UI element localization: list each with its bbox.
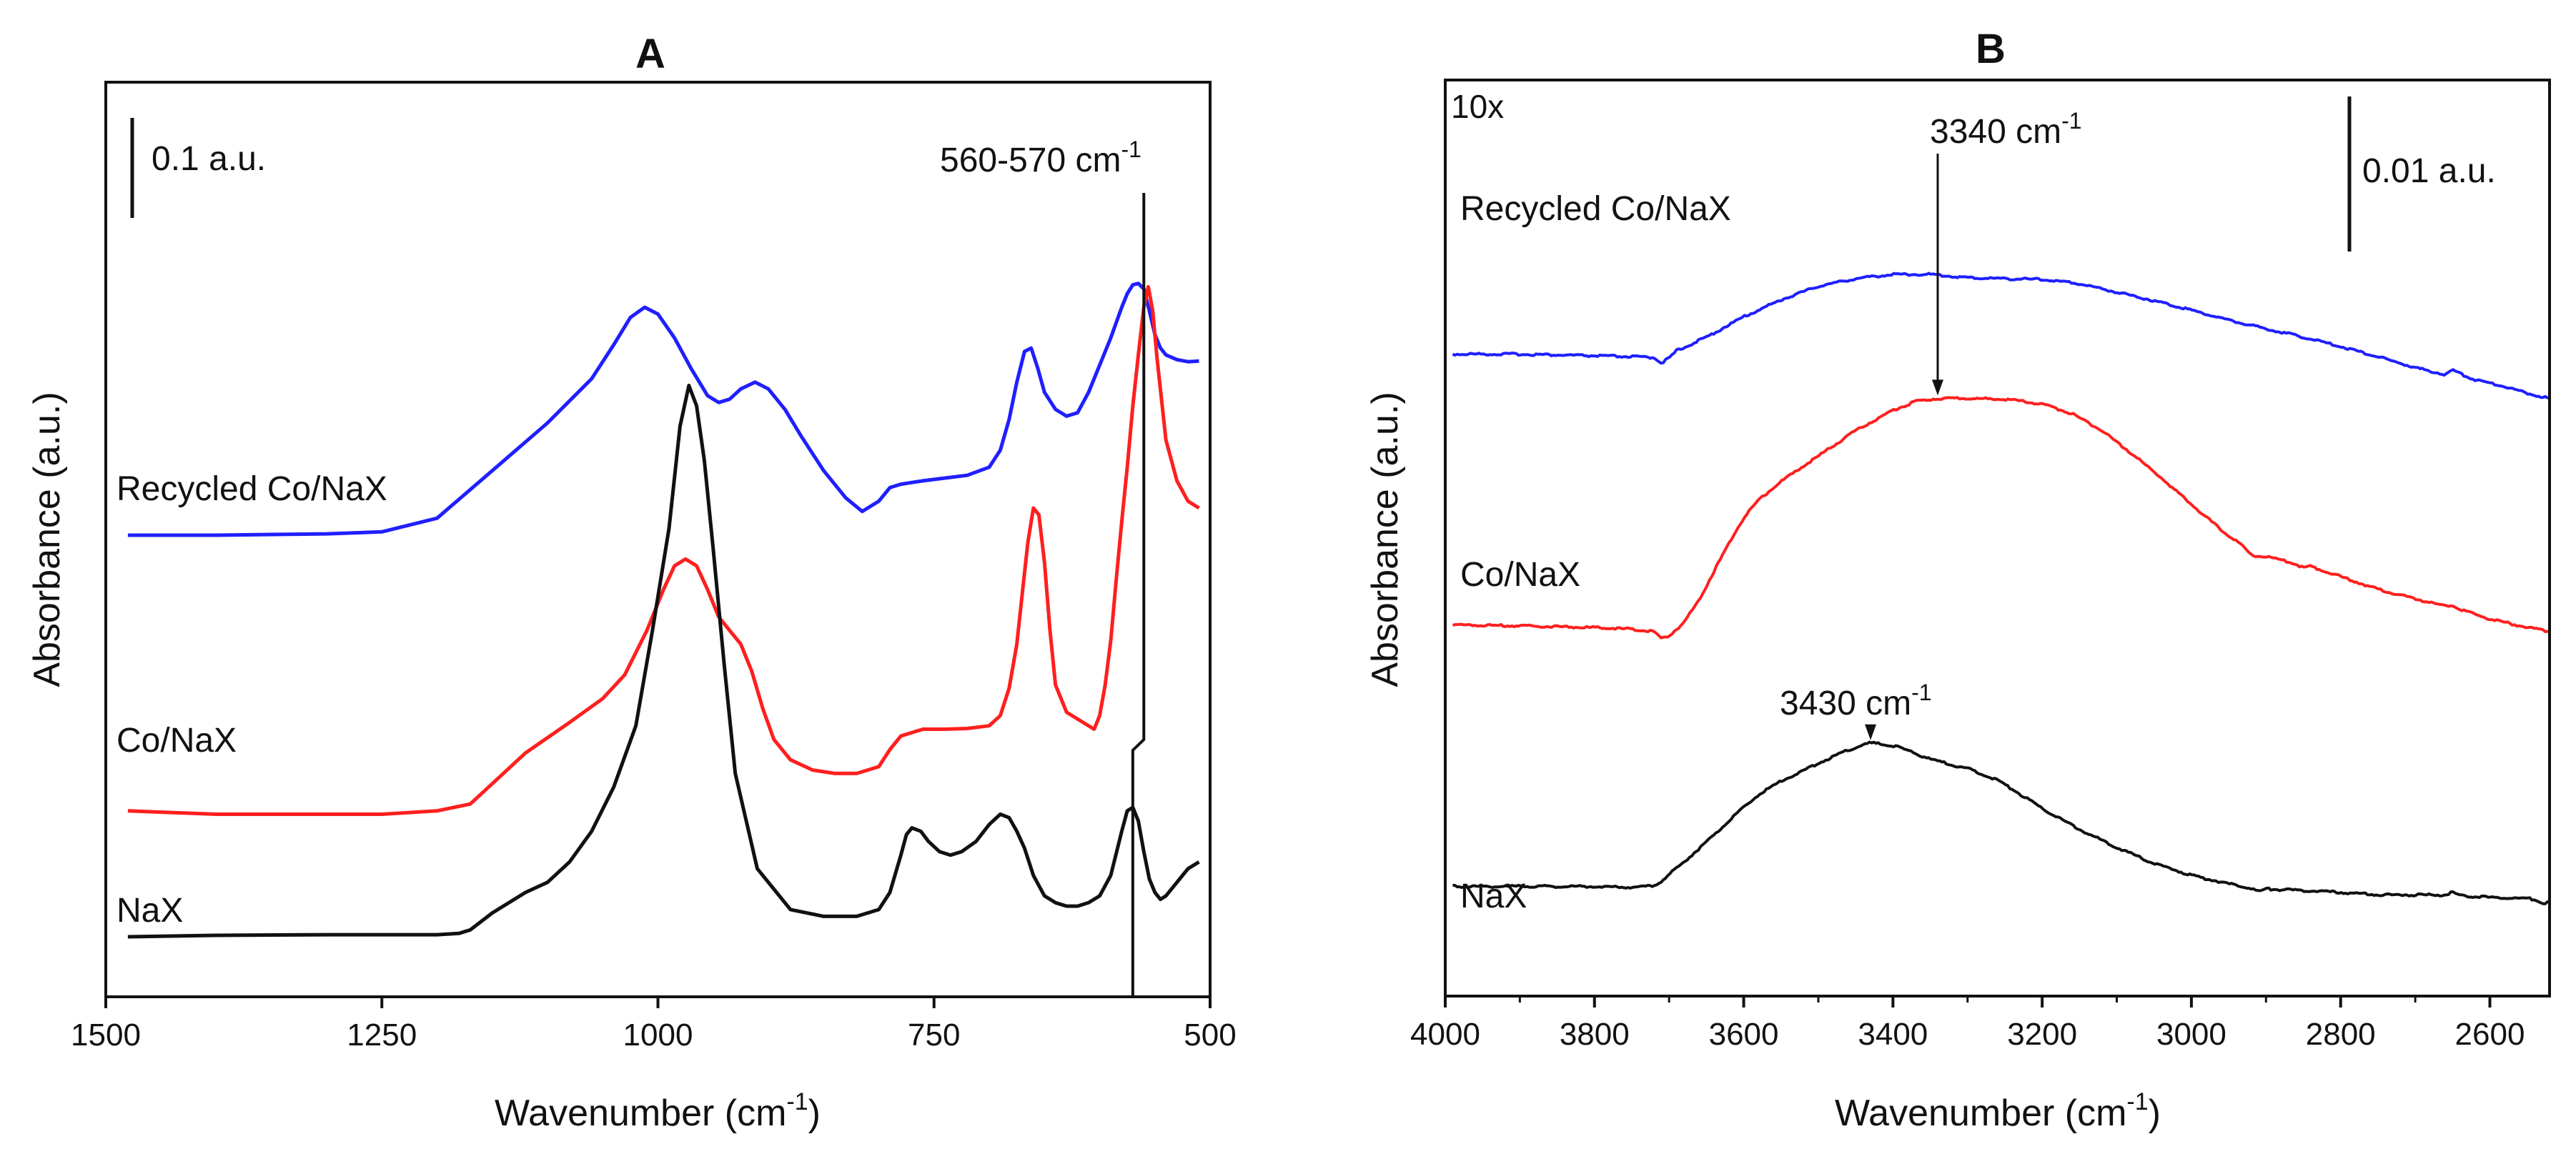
chart-b-series-nax <box>1452 740 2550 905</box>
chart-b-annotation-3430-text: 3430 cm <box>1780 685 1911 722</box>
arrow-head <box>1931 379 1943 396</box>
chart-a-x-tick-label: 1500 <box>71 1018 141 1053</box>
chart-a-series-nax <box>127 384 1200 939</box>
chart-a-series <box>127 282 1200 939</box>
chart-b-frame <box>1444 79 2551 998</box>
chart-b-annotation-3430-sup: -1 <box>1911 680 1931 705</box>
chart-a-x-label-text: Wavenumber (cm <box>495 1093 786 1134</box>
chart-a: A 1500 1250 1000 750 500 0.1 a.u. 560-570 cm… <box>26 31 1237 1134</box>
chart-b-series-label-recycled: Recycled Co/NaX <box>1460 190 1731 228</box>
chart-b-x-tick-label: 2800 <box>2306 1017 2376 1052</box>
chart-b-x-label-text: Wavenumber (cm <box>1835 1093 2126 1134</box>
chart-b-series-label-nax: NaX <box>1460 877 1527 915</box>
chart-a-x-tick-label: 750 <box>908 1018 960 1053</box>
chart-a-annotation-text: 560-570 cm <box>940 141 1121 179</box>
chart-b-x-tick-label: 3600 <box>1709 1017 1779 1052</box>
chart-b-arrow-3340 <box>1931 154 1943 396</box>
chart-b-x-tick-label: 3200 <box>2007 1017 2077 1052</box>
chart-b-annotation-3340-text: 3340 cm <box>1930 113 2061 151</box>
chart-b-x-tick-label: 4000 <box>1410 1017 1480 1052</box>
chart-b-scale-bar-label: 0.01 a.u. <box>2362 152 2496 190</box>
chart-a-x-tick-label: 1250 <box>347 1018 417 1053</box>
chart-a-series-label-nax: NaX <box>117 892 183 930</box>
chart-a-y-label: Absorbance (a.u.) <box>26 392 68 687</box>
chart-b-x-ticks: 4000 3800 3600 3400 3200 3000 2800 2600 <box>1410 996 2525 1052</box>
chart-b-x-tick-label: 2600 <box>2455 1017 2525 1052</box>
chart-b-series-label-conax: Co/NaX <box>1460 556 1580 594</box>
chart-a-x-tick-label: 1000 <box>623 1018 693 1053</box>
chart-a-x-label-close: ) <box>808 1093 821 1134</box>
chart-b-y-label: Absorbance (a.u.) <box>1364 392 1406 687</box>
chart-b-x-tick-label: 3400 <box>1858 1017 1928 1052</box>
chart-b-magnification-label: 10x <box>1451 88 1504 125</box>
chart-b-x-label-sup: -1 <box>2126 1088 2148 1115</box>
chart-a-x-label: Wavenumber (cm-1) <box>495 1088 821 1134</box>
chart-b-annotation-3430: 3430 cm-1 <box>1780 680 1932 722</box>
arrow-head <box>1865 724 1877 740</box>
panel-label-b: B <box>1976 26 2006 72</box>
panel-label-a: A <box>635 31 665 77</box>
chart-a-x-label-sup: -1 <box>786 1088 808 1115</box>
chart-a-annotation-sup: -1 <box>1121 136 1141 162</box>
chart-a-scale-bar-label: 0.1 a.u. <box>152 140 266 178</box>
chart-b-annotation-3340: 3340 cm-1 <box>1930 108 2082 151</box>
chart-b-x-label-close: ) <box>2149 1093 2161 1134</box>
chart-b-x-tick-label: 3800 <box>1560 1017 1630 1052</box>
chart-a-series-recycled <box>127 282 1199 537</box>
chart-b-series-conax <box>1452 396 2550 640</box>
chart-b-series-recycled <box>1452 272 2550 399</box>
chart-a-annotation: 560-570 cm-1 <box>940 136 1141 179</box>
chart-b-series <box>1452 272 2550 905</box>
chart-a-series-label-recycled: Recycled Co/NaX <box>117 470 387 508</box>
chart-a-x-tick-label: 500 <box>1184 1018 1236 1053</box>
chart-b-annotation-3340-sup: -1 <box>2061 108 2081 134</box>
chart-b: B 4000 3800 3600 3400 3200 3000 2800 2600 10x 0… <box>1364 26 2551 1134</box>
chart-a-x-ticks: 1500 1250 1000 750 500 <box>71 997 1237 1053</box>
chart-b-x-label: Wavenumber (cm-1) <box>1835 1088 2161 1134</box>
chart-a-series-conax <box>127 284 1200 816</box>
chart-b-x-tick-label: 3000 <box>2156 1017 2226 1052</box>
chart-b-arrow-3430 <box>1865 724 1877 740</box>
chart-a-series-label-conax: Co/NaX <box>117 722 237 760</box>
chart-a-annotation-line <box>1131 193 1146 997</box>
